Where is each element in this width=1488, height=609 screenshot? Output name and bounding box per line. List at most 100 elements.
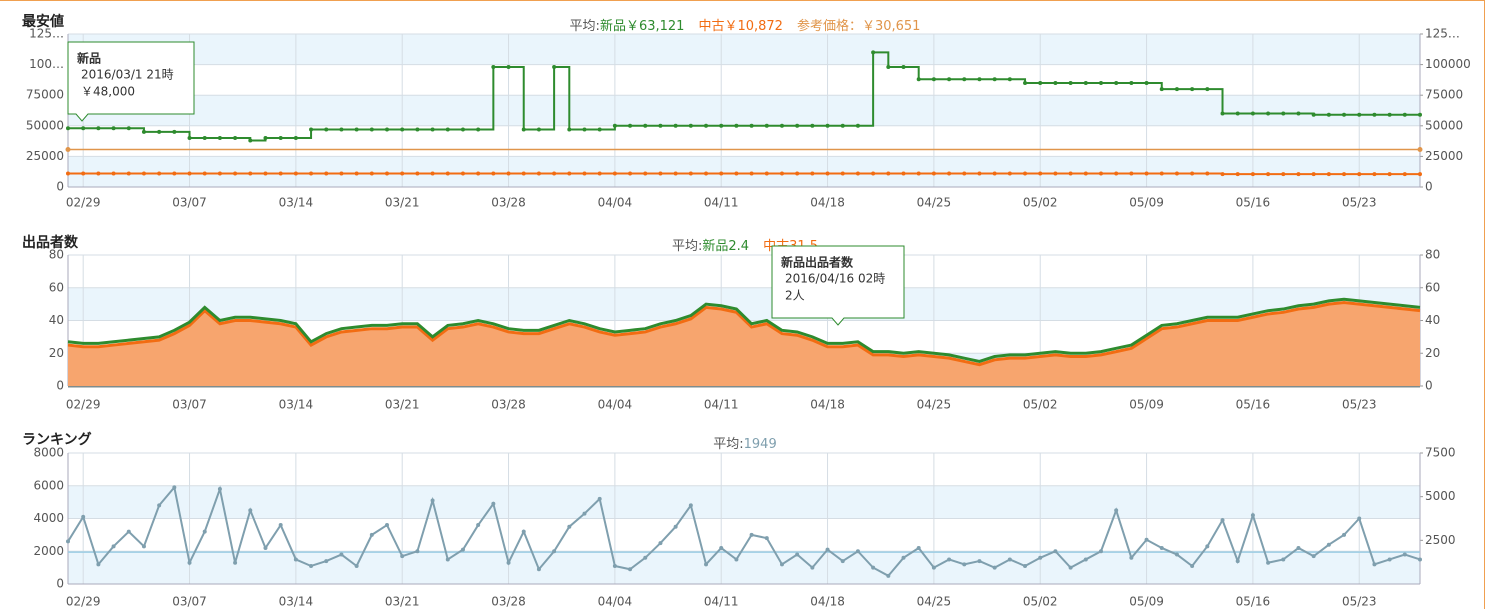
chart-title: 出品者数 <box>22 234 79 251</box>
point <box>1402 552 1407 557</box>
point <box>536 127 541 132</box>
point <box>369 532 374 537</box>
point <box>855 549 860 554</box>
point <box>886 65 891 70</box>
point <box>749 532 754 537</box>
chart-title: 最安値 <box>22 13 64 30</box>
point <box>385 171 390 176</box>
point <box>1098 171 1103 176</box>
point <box>126 171 131 176</box>
point <box>369 171 374 176</box>
point <box>233 560 238 565</box>
point <box>628 123 633 128</box>
point <box>886 573 891 578</box>
point <box>1372 562 1377 567</box>
point <box>1098 549 1103 554</box>
point <box>1038 171 1043 176</box>
point <box>1144 80 1149 85</box>
point <box>111 126 116 131</box>
point <box>977 171 982 176</box>
point <box>476 171 481 176</box>
series-area <box>68 302 1420 386</box>
point <box>430 171 435 176</box>
point <box>1098 80 1103 85</box>
point <box>491 171 496 176</box>
point <box>96 126 101 131</box>
point <box>704 171 709 176</box>
subtitle-part: 中古￥10,872 <box>698 19 783 34</box>
y2-tick-label: 2500 <box>1425 533 1456 547</box>
point <box>217 171 222 176</box>
point <box>886 171 891 176</box>
reference-label: 参考価格：￥30,651 <box>797 18 921 34</box>
point <box>1418 557 1422 562</box>
x-tick-label: 05/23 <box>1342 595 1377 609</box>
point <box>1402 112 1407 117</box>
point <box>582 171 587 176</box>
point <box>901 171 906 176</box>
point <box>1023 563 1028 568</box>
point <box>1007 557 1012 562</box>
point <box>1159 87 1164 92</box>
point <box>1281 557 1286 562</box>
y2-tick-label: 25000 <box>1425 149 1463 163</box>
point <box>415 127 420 132</box>
point <box>673 171 678 176</box>
y-tick-label: 25000 <box>26 149 64 163</box>
point <box>460 171 465 176</box>
point <box>977 77 982 82</box>
point <box>658 123 663 128</box>
chart-panel: 0 25000 50000 75000 100… 125… 0 25000 50000 75000… <box>22 13 1471 210</box>
point <box>293 171 298 176</box>
point <box>552 549 557 554</box>
y-tick-label: 6000 <box>33 478 64 492</box>
point <box>536 171 541 176</box>
band <box>68 34 1420 65</box>
point <box>1387 557 1392 562</box>
point <box>612 563 617 568</box>
x-tick-label: 04/11 <box>704 196 739 210</box>
x-tick-label: 05/02 <box>1023 398 1058 412</box>
point <box>293 557 298 562</box>
point <box>96 562 101 567</box>
point <box>96 171 101 176</box>
point <box>1114 80 1119 85</box>
y2-tick-label: 40 <box>1425 313 1440 327</box>
y-tick-label: 80 <box>49 248 64 262</box>
point <box>354 563 359 568</box>
point <box>779 123 784 128</box>
x-tick-label: 03/21 <box>385 196 420 210</box>
y-tick-label: 125… <box>29 27 64 41</box>
point <box>111 171 116 176</box>
point <box>704 123 709 128</box>
y2-tick-label: 125… <box>1425 27 1460 41</box>
point <box>1235 172 1240 177</box>
point <box>1023 171 1028 176</box>
point <box>278 136 283 141</box>
tooltip-line: ￥48,000 <box>81 85 135 99</box>
point <box>1190 171 1195 176</box>
x-tick-label: 05/23 <box>1342 196 1377 210</box>
x-tick-label: 04/25 <box>917 595 952 609</box>
point <box>1220 172 1225 177</box>
point <box>248 138 253 143</box>
point <box>567 127 572 132</box>
y2-tick-label: 100000 <box>1425 57 1471 71</box>
point <box>764 536 769 541</box>
point <box>1220 111 1225 116</box>
chart-title: ランキング <box>22 431 92 448</box>
x-tick-label: 03/21 <box>385 398 420 412</box>
point <box>1387 172 1392 177</box>
y2-tick-label: 0 <box>1425 379 1433 393</box>
point <box>1281 172 1286 177</box>
point <box>962 171 967 176</box>
x-tick-label: 02/29 <box>66 595 101 609</box>
x-tick-label: 03/28 <box>491 398 526 412</box>
x-tick-label: 04/11 <box>704 398 739 412</box>
point <box>1372 112 1377 117</box>
point <box>1007 77 1012 82</box>
point <box>324 127 329 132</box>
point <box>1281 111 1286 116</box>
tooltip-line: 2人 <box>785 289 805 303</box>
